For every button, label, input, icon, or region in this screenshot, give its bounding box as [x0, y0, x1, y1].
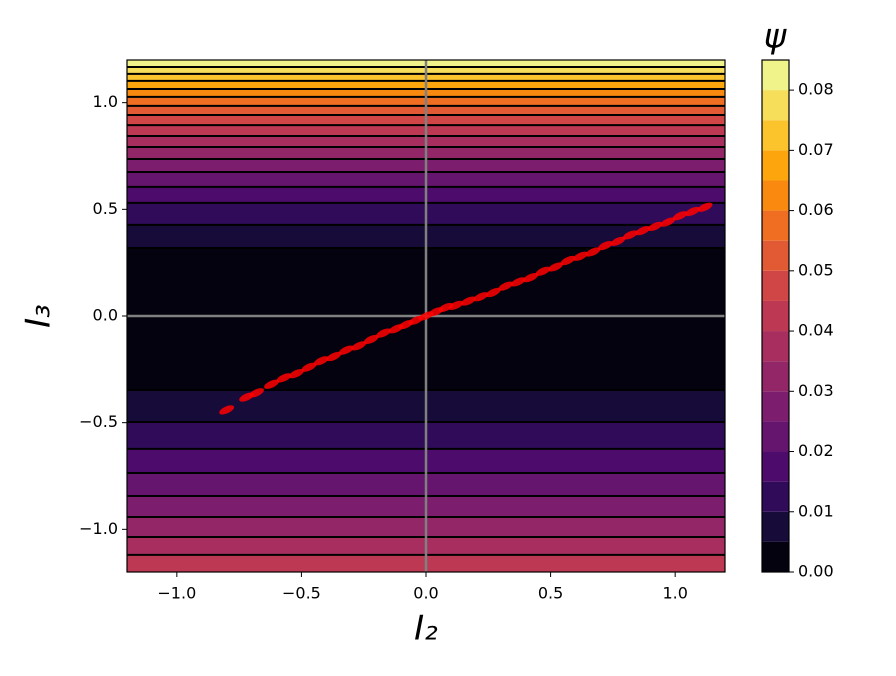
x-tick-label: 0.5 — [538, 584, 563, 603]
scatter-point — [289, 368, 304, 379]
scatter-point — [438, 302, 454, 313]
x-tick-label: 1.0 — [662, 584, 687, 603]
colorbar-tick-label: 0.00 — [798, 562, 834, 581]
x-tick-label: −0.5 — [282, 584, 321, 603]
scatter-point — [597, 240, 613, 251]
scatter-point — [326, 351, 342, 362]
colorbar-band — [762, 541, 789, 572]
colorbar-band — [762, 300, 789, 332]
scatter-point — [635, 226, 651, 236]
scatter-point — [560, 255, 576, 266]
scatter-point — [610, 236, 626, 246]
colorbar-band — [762, 120, 789, 151]
scatter-point — [301, 362, 317, 372]
scatter-point — [585, 247, 601, 257]
scatter-point — [548, 262, 563, 272]
scatter-point — [473, 292, 489, 302]
scatter-point — [660, 217, 676, 227]
x-axis-label: I₂ — [414, 609, 438, 649]
colorbar-band — [762, 421, 789, 452]
colorbar-label: ψ — [764, 17, 787, 57]
scatter-point — [376, 328, 392, 338]
scatter-point — [510, 277, 526, 287]
scatter-point — [363, 334, 379, 345]
scatter-point — [249, 388, 264, 398]
scatter-point — [448, 300, 464, 310]
scatter-point — [485, 287, 501, 298]
colorbar-band — [762, 60, 789, 91]
scatter-point — [498, 281, 514, 291]
scatter-point — [672, 211, 688, 221]
colorbar-band — [762, 331, 789, 362]
y-tick-label: −1.0 — [79, 519, 118, 538]
colorbar-band — [762, 210, 789, 241]
scatter-point — [264, 379, 279, 389]
scatter-point — [647, 221, 663, 232]
colorbar-band — [762, 391, 789, 422]
colorbar-band — [762, 180, 789, 211]
scatter-point — [697, 202, 713, 212]
colorbar-band — [762, 511, 789, 542]
scatter-point — [351, 341, 367, 351]
colorbar-tick-label: 0.05 — [798, 260, 834, 279]
scatter-point — [523, 272, 539, 283]
colorbar-band — [762, 451, 789, 482]
colorbar-band — [762, 240, 789, 271]
colorbar-band — [762, 150, 789, 181]
colorbar-tick-label: 0.01 — [798, 501, 834, 520]
scatter-point — [622, 230, 638, 240]
scatter-point — [573, 251, 588, 261]
x-tick-label: −1.0 — [157, 584, 196, 603]
colorbar-tick-label: 0.04 — [798, 321, 834, 340]
colorbar-tick-label: 0.02 — [798, 441, 834, 460]
scatter-point — [535, 266, 551, 276]
scatter-point — [685, 206, 701, 217]
scatter-point — [460, 296, 476, 306]
scatter-point — [313, 356, 329, 366]
colorbar-frame — [761, 59, 790, 573]
y-axis-label: I₃ — [19, 304, 59, 328]
y-tick-label: 1.0 — [93, 92, 118, 111]
colorbar-band — [762, 481, 789, 512]
colorbar-tick-label: 0.03 — [798, 381, 834, 400]
colorbar-tick-label: 0.08 — [798, 80, 834, 99]
y-tick-label: 0.5 — [93, 199, 118, 218]
colorbar-tick-label: 0.06 — [798, 200, 834, 219]
colorbar-band — [762, 270, 789, 301]
scatter-point — [276, 373, 292, 383]
scatter-point — [219, 405, 235, 415]
colorbar-tick-label: 0.07 — [798, 140, 834, 159]
scatter-point — [338, 345, 354, 355]
colorbar-band — [762, 90, 789, 121]
y-tick-label: 0.0 — [93, 306, 118, 325]
colorbar-band — [762, 361, 789, 392]
x-tick-label: 0.0 — [413, 584, 438, 603]
y-tick-label: −0.5 — [79, 412, 118, 431]
